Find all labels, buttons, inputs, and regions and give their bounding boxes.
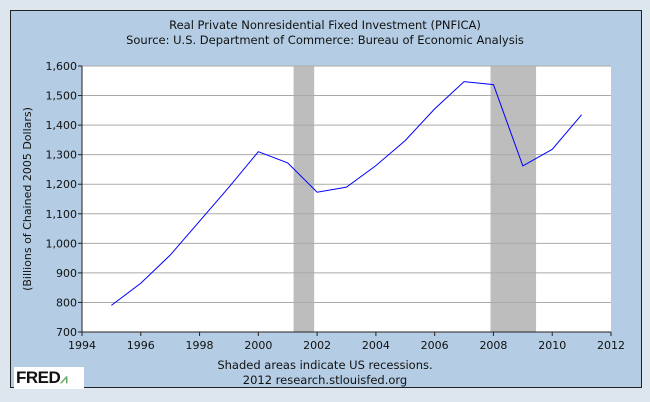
y-axis-label: (Billions of Chained 2005 Dollars) [21,107,34,291]
y-tick-label: 1,600 [46,60,78,73]
chart-icon: ⩘ [60,371,68,386]
y-tick-label: 1,100 [46,208,78,221]
chart-subtitle: Source: U.S. Department of Commerce: Bur… [126,33,524,47]
y-tick-label: 800 [56,296,77,309]
y-tick-label: 1,400 [46,119,78,132]
y-tick-label: 1,500 [46,90,78,103]
y-tick-label: 1,000 [46,237,78,250]
y-tick-label: 1,300 [46,149,78,162]
x-tick-label: 1996 [127,339,155,352]
x-tick-label: 2000 [244,339,272,352]
x-tick-label: 2010 [538,339,566,352]
x-tick-label: 2012 [597,339,625,352]
x-tick-label: 1998 [186,339,214,352]
x-tick-label: 2002 [303,339,331,352]
x-tick-label: 2008 [479,339,507,352]
x-tick-label: 2004 [362,339,390,352]
y-tick-label: 1,200 [46,178,78,191]
recession-band [293,66,315,332]
chart-title: Real Private Nonresidential Fixed Invest… [169,18,481,32]
fred-logo: FRED⩘ [14,367,84,389]
x-tick-label: 1994 [68,339,96,352]
fred-logo-text: FRED [16,368,61,387]
source-line: 2012 research.stlouisfed.org [242,373,408,387]
y-tick-label: 700 [56,326,77,339]
y-tick-label: 900 [56,267,77,280]
x-tick-label: 2006 [421,339,449,352]
recession-band [490,66,537,332]
recession-note: Shaded areas indicate US recessions. [217,358,433,372]
